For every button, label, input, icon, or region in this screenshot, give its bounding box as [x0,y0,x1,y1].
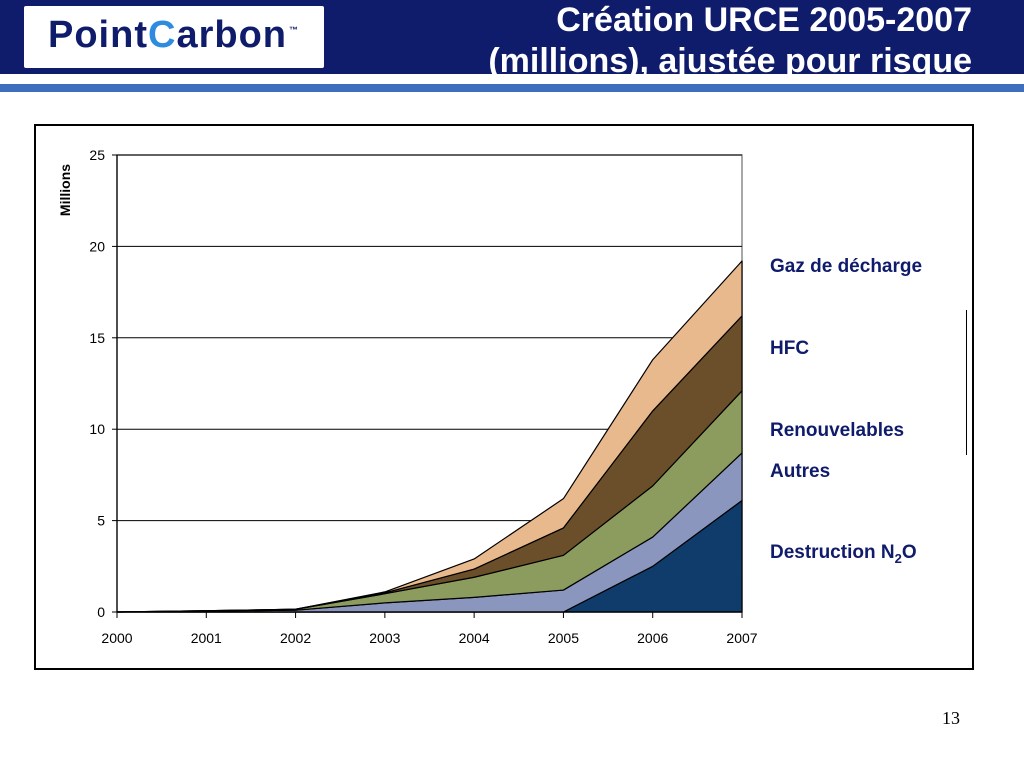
area-gaz-de-decharge [116,260,743,613]
legend-label-renouvelables: Renouvelables [770,420,905,441]
logo-text-point: Point [48,14,148,56]
y-tick-label-0: 0 [97,604,105,620]
logo-background [24,6,324,68]
y-tick-label-10: 10 [89,421,105,437]
x-tick-label-2002: 2002 [280,630,311,646]
logo-trademark: ™ [289,25,299,36]
legend-label-destruction-n2o: Destruction N2O [770,542,917,566]
x-tick-label-2005: 2005 [548,630,579,646]
point-carbon-logo: PointCarbon ™ [48,14,299,57]
legend-label-hfc: HFC [770,338,810,359]
y-tick-label-25: 25 [89,147,105,163]
y-axis-label: Millions [57,164,73,216]
y-tick-label-5: 5 [97,513,105,529]
slide-title-line-2: (millions), ajustée pour risque [488,42,972,80]
legend-label-autres: Autres [770,461,831,482]
legend-label-gaz-de-decharge: Gaz de décharge [770,256,923,277]
x-tick-label-2000: 2000 [101,630,132,646]
x-tick-label-2004: 2004 [459,630,490,646]
x-tick-label-2001: 2001 [191,630,222,646]
y-tick-label-15: 15 [89,330,105,346]
logo-text-arbon: arbon [176,14,287,56]
x-tick-label-2007: 2007 [726,630,757,646]
page-number: 13 [942,708,960,728]
legend-bracket [962,310,967,455]
legend-label-n2o-subscript: 2 [894,550,902,566]
legend-label-n2o-main: Destruction N [770,542,895,563]
slide-title: Création URCE 2005-2007 (millions), ajus… [332,0,972,82]
x-tick-label-2006: 2006 [637,630,668,646]
logo-text-c: C [147,14,177,56]
header-accent-line [0,84,1024,92]
x-tick-label-2003: 2003 [369,630,400,646]
y-tick-label-20: 20 [89,238,105,254]
legend-label-n2o-end: O [901,542,917,563]
slide-title-line-1: Création URCE 2005-2007 [556,1,972,39]
